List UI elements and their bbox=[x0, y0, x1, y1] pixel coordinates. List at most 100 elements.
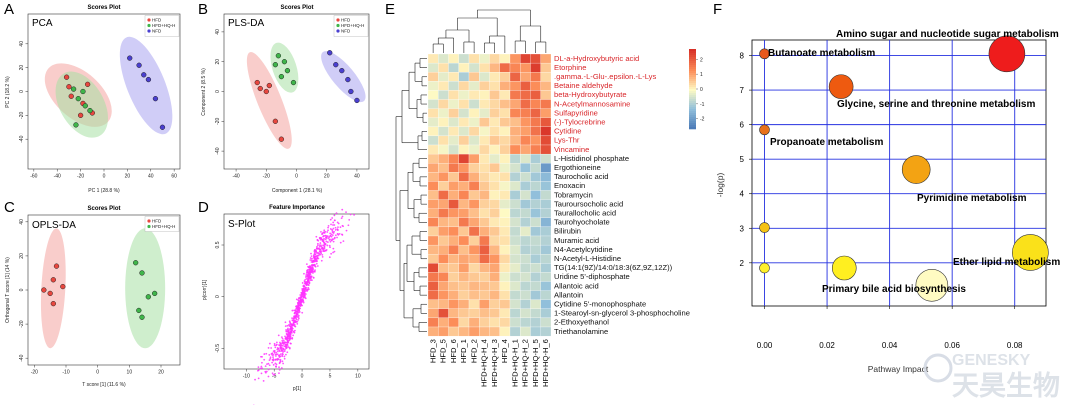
splot-point bbox=[321, 246, 324, 249]
splot-point bbox=[340, 217, 343, 220]
colorbar-segment bbox=[689, 61, 696, 64]
splot-point bbox=[281, 354, 284, 357]
splot-point bbox=[263, 353, 266, 355]
splot-point bbox=[323, 250, 326, 252]
splot-point bbox=[334, 234, 337, 237]
heatmap-cell bbox=[427, 81, 439, 91]
data-point-nfd bbox=[345, 76, 351, 83]
heatmap-cell bbox=[520, 217, 531, 228]
y-tick-label: -20 bbox=[19, 112, 25, 119]
panel-b: Scores Plot PLS-DA -40 -20 0 20 40 -40 -20 0 20 4… bbox=[201, 5, 370, 194]
heatmap-cell bbox=[438, 190, 449, 200]
heatmap-cell bbox=[427, 326, 439, 337]
heatmap-cell bbox=[540, 217, 552, 228]
heatmap-cell bbox=[427, 272, 439, 282]
splot-point bbox=[319, 242, 322, 244]
heatmap-cell bbox=[509, 199, 521, 209]
splot-point bbox=[327, 226, 329, 229]
heatmap-cell bbox=[509, 308, 521, 319]
row-label: .gamma.-L-Glu-.epsilon.-L-Lys bbox=[554, 72, 656, 81]
heatmap-cell bbox=[448, 144, 459, 155]
heatmap-cell bbox=[489, 317, 500, 328]
data-point-hfd-hq-h bbox=[272, 62, 279, 68]
data-point-hfd bbox=[77, 112, 84, 118]
heatmap-cell bbox=[499, 263, 511, 273]
colorbar-segment bbox=[689, 81, 696, 84]
row-label: TG(14:1(9Z)/14:0/18:3(6Z,9Z,12Z)) bbox=[554, 263, 673, 272]
splot-point bbox=[275, 355, 277, 357]
splot-point bbox=[319, 236, 322, 239]
heatmap-cell bbox=[458, 272, 470, 282]
splot-point bbox=[292, 334, 295, 337]
splot-point bbox=[328, 256, 331, 259]
splot-point bbox=[298, 306, 301, 309]
heatmap-cell bbox=[448, 317, 459, 328]
splot-point bbox=[310, 255, 313, 258]
heatmap-cell bbox=[479, 90, 490, 100]
heatmap-cell bbox=[458, 62, 470, 73]
heatmap-cell bbox=[540, 263, 552, 273]
heatmap-cell bbox=[520, 153, 531, 164]
colorbar-segment bbox=[689, 89, 696, 92]
heatmap-cell bbox=[540, 272, 552, 282]
row-label: L-Histidinol phosphate bbox=[554, 154, 629, 163]
legend-dot-hfd bbox=[147, 18, 151, 22]
splot-point bbox=[271, 352, 273, 355]
heatmap-cell bbox=[458, 53, 470, 64]
splot-point bbox=[283, 357, 286, 360]
data-point-nfd bbox=[152, 96, 159, 102]
heatmap-cell bbox=[468, 135, 480, 146]
data-point-hfd-hq-h bbox=[145, 294, 151, 300]
heatmap-cell bbox=[458, 235, 470, 246]
heatmap-cell bbox=[458, 135, 470, 146]
splot-point bbox=[325, 236, 328, 239]
splot-point bbox=[345, 229, 348, 232]
panel-c-legend: HFD HFD+HQ-H bbox=[144, 216, 180, 232]
row-label: N-Acetylmannosamine bbox=[554, 99, 630, 108]
colorbar-segment bbox=[689, 63, 696, 66]
splot-point bbox=[311, 269, 314, 272]
heatmap-cell bbox=[479, 290, 490, 300]
splot-point bbox=[312, 272, 314, 274]
heatmap-cell bbox=[489, 153, 500, 164]
heatmap-cell bbox=[438, 254, 449, 264]
heatmap-cell bbox=[530, 90, 541, 100]
data-point-hfd bbox=[266, 82, 272, 89]
splot-point bbox=[284, 321, 287, 324]
heatmap-cell bbox=[468, 172, 480, 182]
splot-point bbox=[304, 278, 307, 281]
heatmap-cell bbox=[499, 190, 511, 200]
heatmap-cell bbox=[509, 281, 521, 291]
heatmap-cell bbox=[509, 181, 521, 191]
heatmap-cell bbox=[458, 263, 470, 273]
splot-point bbox=[271, 372, 274, 375]
splot-point bbox=[310, 252, 312, 255]
heatmap-cell bbox=[458, 208, 470, 218]
splot-point bbox=[293, 309, 295, 312]
x-tick-label: 0 bbox=[96, 370, 99, 376]
y-tick-label: 40 bbox=[19, 219, 25, 225]
row-label: Cytidine bbox=[554, 127, 581, 136]
splot-point bbox=[275, 353, 278, 356]
y-tick-label: -0.5 bbox=[215, 344, 221, 353]
column-label: HFD+HQ-H_5 bbox=[531, 339, 540, 387]
heatmap-cell bbox=[458, 281, 470, 291]
panel-d: Feature Importance S-Plot -10 -5 0 5 10 -0.5 0… bbox=[202, 205, 370, 405]
heatmap-cell bbox=[479, 308, 490, 319]
splot-point bbox=[286, 328, 289, 331]
heatmap-cell bbox=[509, 172, 521, 182]
heatmap-cell bbox=[540, 290, 552, 300]
splot-point bbox=[281, 344, 284, 347]
heatmap-cell bbox=[479, 281, 490, 291]
splot-point bbox=[322, 235, 325, 238]
heatmap-cell bbox=[499, 181, 511, 191]
splot-point bbox=[268, 364, 271, 367]
heatmap-cell bbox=[468, 144, 480, 155]
heatmap-cell bbox=[458, 99, 470, 109]
heatmap-cell bbox=[509, 254, 521, 264]
heatmap-cell bbox=[520, 81, 531, 91]
splot-point bbox=[292, 323, 294, 326]
heatmap-cell bbox=[520, 263, 531, 273]
colorbar-segment bbox=[689, 71, 696, 74]
heatmap-cell bbox=[489, 108, 500, 118]
